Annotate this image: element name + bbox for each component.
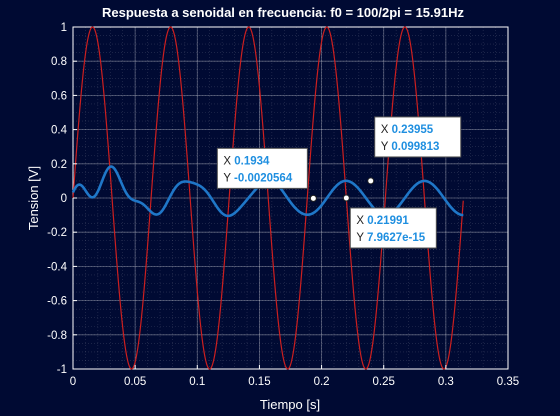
datatip-y-label: Y (356, 232, 367, 244)
input-sine-series (72, 26, 464, 370)
x-tick-label: 0.2 (314, 376, 330, 388)
datatip-box (374, 116, 462, 158)
datatip-y-value: 7.9627e-15 (367, 232, 426, 244)
y-tick-label: -0.2 (47, 227, 67, 239)
x-tick-label: 0 (70, 376, 76, 388)
y-tick-label: 1 (61, 22, 67, 34)
x-tick-label: 0.15 (248, 376, 270, 388)
x-tick-label: 0.05 (124, 376, 146, 388)
y-tick-label: 0.4 (51, 125, 68, 137)
datatip-marker[interactable] (367, 177, 375, 185)
y-tick-label: 0.2 (51, 159, 67, 171)
y-axis-label: Tension [V] (26, 166, 41, 230)
datatip-x-value: 0.21991 (367, 215, 409, 227)
plot-area[interactable]: 0 0.05 0.1 0.15 0.2 0.25 0.3 0.35 -1 -0.8 -0.6 -0.… (47, 22, 519, 388)
datatip-x-value: 0.1934 (234, 155, 270, 167)
axes-background (73, 27, 508, 369)
datatip-x-value: 0.23955 (392, 124, 434, 136)
y-tick-label: 0.8 (51, 56, 67, 68)
datatip-y-value: 0.099813 (391, 141, 439, 153)
x-tick-label: 0.3 (438, 376, 454, 388)
datatip-box (216, 147, 308, 189)
x-tick-label: 0.35 (497, 376, 519, 388)
x-tick-label: 0.25 (373, 376, 395, 388)
y-tick-label: -0.6 (47, 296, 67, 308)
datatip-marker[interactable] (309, 194, 317, 202)
datatip-box (349, 207, 437, 249)
datatip-y-value: -0.0020564 (234, 172, 293, 184)
x-tick-label: 0.1 (189, 376, 205, 388)
datatip-marker[interactable] (342, 194, 350, 202)
chart-title: Respuesta a senoidal en frecuencia: f0 =… (102, 5, 465, 20)
x-tick-labels: 0 0.05 0.1 0.15 0.2 0.25 0.3 0.35 (70, 365, 519, 388)
datatip-x-row: X 0.21991 (356, 215, 409, 227)
datatip-y-label: Y (381, 141, 392, 153)
x-axis-label: Tiempo [s] (260, 397, 320, 412)
y-tick-label: 0 (61, 193, 67, 205)
datatip-y-row: Y 0.099813 (381, 141, 440, 153)
datatip-x-row: X 0.1934 (223, 155, 270, 167)
datatip-y-label: Y (223, 172, 234, 184)
y-tick-label: -0.8 (47, 330, 67, 342)
y-tick-label: 0.6 (51, 90, 67, 102)
datatip-x-label: X (223, 155, 234, 167)
datatip-y-row: Y 7.9627e-15 (356, 232, 425, 244)
datatip-y-row: Y -0.0020564 (223, 172, 292, 184)
y-tick-labels: -1 -0.8 -0.6 -0.4 -0.2 0 0.2 0.4 0.6 0.8 1 (47, 22, 77, 376)
datatip-x-label: X (381, 124, 392, 136)
datatip-x-row: X 0.23955 (381, 124, 434, 136)
y-tick-label: -0.4 (47, 261, 67, 273)
y-tick-label: -1 (57, 364, 67, 376)
datatip-x-label: X (356, 215, 367, 227)
